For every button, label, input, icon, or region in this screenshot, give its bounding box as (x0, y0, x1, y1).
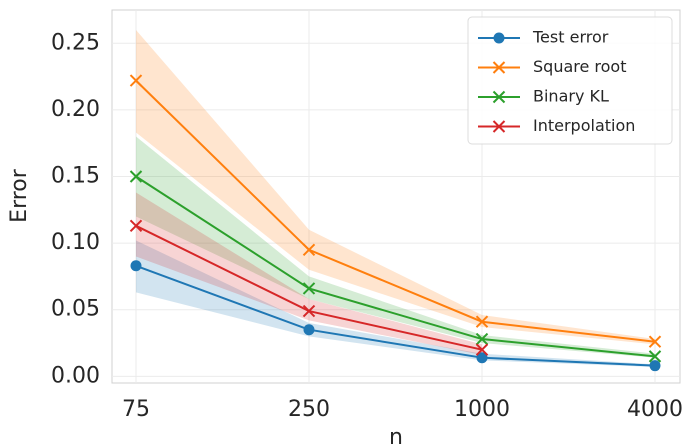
marker (302, 304, 316, 318)
legend-label: Square root (533, 57, 627, 76)
x-tick-label: 75 (122, 397, 150, 422)
series-line (135, 175, 656, 358)
y-tick-label: 0.05 (51, 297, 100, 322)
series-line (135, 79, 656, 343)
x-tick-label: 250 (288, 397, 330, 422)
y-tick-label: 0.10 (51, 230, 100, 255)
legend: Test error Square root Binary KL Interpolat… (467, 16, 673, 145)
legend-label: Binary KL (533, 87, 609, 106)
marker (649, 360, 661, 372)
marker (648, 335, 662, 348)
legend-label: Test error (532, 28, 609, 47)
x-tick-label: 4000 (627, 397, 683, 422)
marker (129, 219, 143, 233)
marker (492, 90, 506, 104)
y-tick-label: 0.15 (51, 164, 100, 189)
x-tick-label: 1000 (454, 397, 510, 422)
marker (476, 352, 488, 364)
y-tick-label: 0.00 (51, 363, 100, 388)
error-band (136, 29, 655, 345)
marker (303, 324, 315, 336)
marker (493, 32, 505, 44)
marker (648, 350, 662, 363)
marker (130, 260, 142, 272)
y-tick-label: 0.20 (51, 97, 100, 122)
marker (492, 120, 506, 133)
lines (129, 74, 662, 372)
series-line (135, 264, 656, 367)
y-axis-label: Error (7, 168, 32, 223)
error-band (136, 192, 482, 356)
legend-label: Interpolation (533, 116, 635, 135)
y-tick-label: 0.25 (51, 30, 100, 55)
marker (129, 74, 143, 87)
x-axis-label: n (389, 425, 403, 447)
marker (475, 343, 489, 356)
marker (492, 61, 506, 74)
marker (302, 243, 316, 256)
legend-box (467, 16, 673, 145)
marker (129, 170, 143, 183)
marker (475, 315, 489, 328)
marker (475, 332, 489, 346)
marker (302, 282, 316, 295)
